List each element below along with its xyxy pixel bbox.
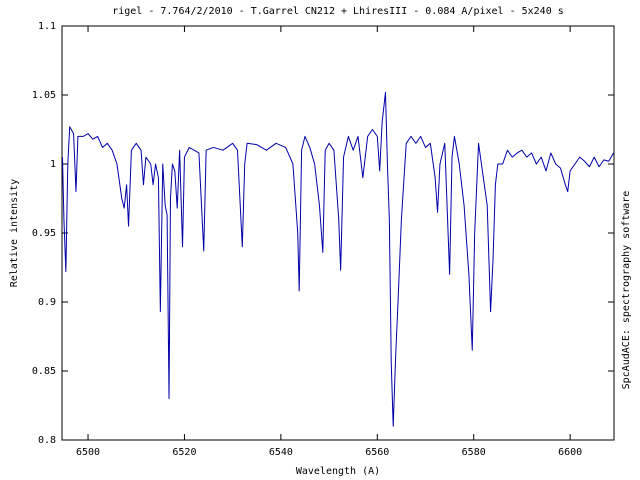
spectrum-line: [61, 91, 614, 427]
x-tick-label: 6500: [76, 447, 100, 458]
y-tick-label: 0.95: [32, 228, 56, 239]
y-tick-label: 1: [50, 159, 56, 170]
x-tick-label: 6520: [172, 447, 196, 458]
x-axis-label: Wavelength (A): [296, 466, 380, 477]
y-tick-label: 1.1: [38, 21, 56, 32]
x-tick-label: 6540: [269, 447, 293, 458]
y-tick-label: 0.9: [38, 297, 56, 308]
side-note: SpcAudACE: spectrography software: [621, 191, 632, 390]
x-tick-label: 6560: [365, 447, 389, 458]
y-tick-label: 0.8: [38, 435, 56, 446]
y-tick-label: 0.85: [32, 366, 56, 377]
y-axis-label: Relative intensity: [9, 179, 20, 287]
x-tick-label: 6580: [462, 447, 486, 458]
x-tick-label: 6600: [558, 447, 582, 458]
chart-title: rigel - 7.764/2/2010 - T.Garrel CN212 + …: [112, 6, 564, 17]
y-tick-label: 1.05: [32, 90, 56, 101]
